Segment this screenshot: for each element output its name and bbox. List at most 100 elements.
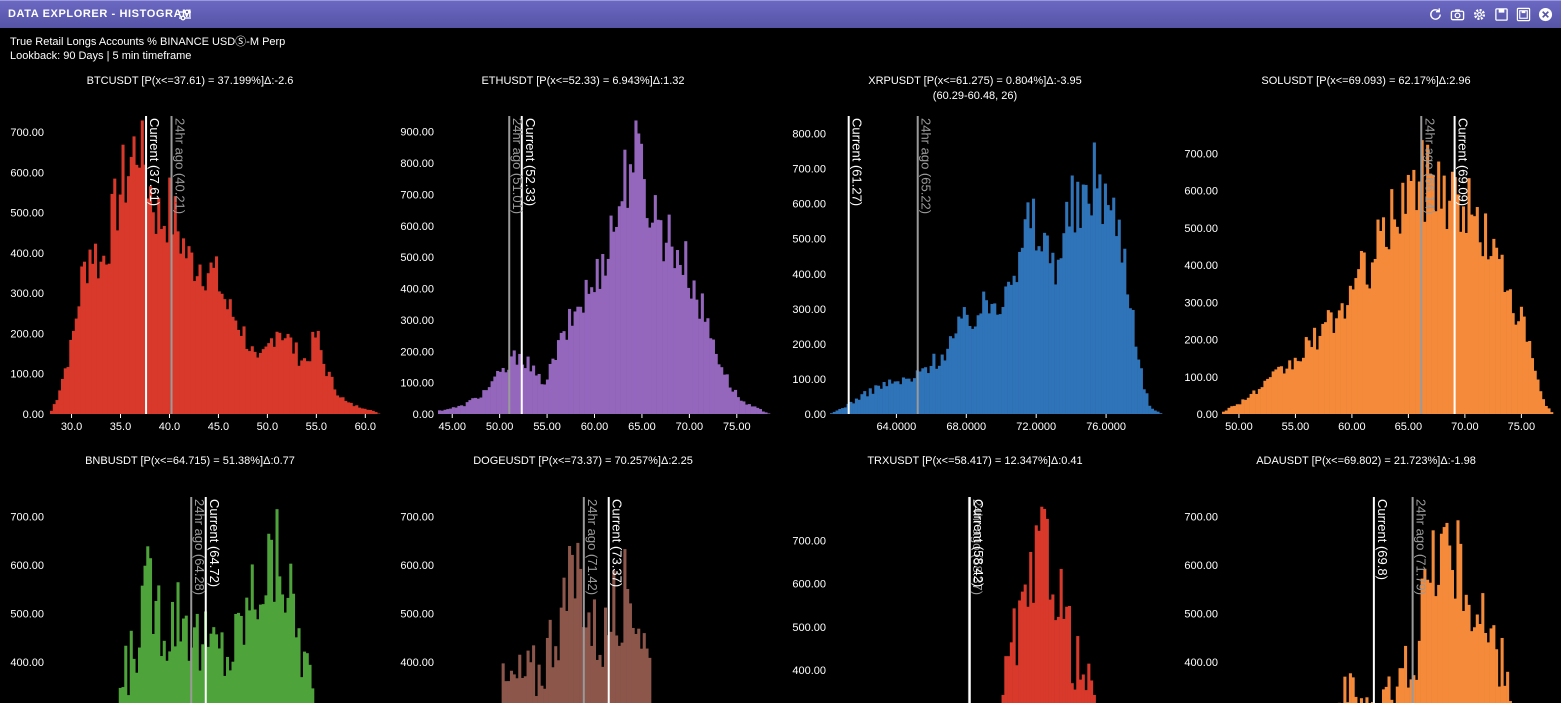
histogram-bar (1009, 284, 1013, 414)
histogram-bar (642, 633, 646, 703)
histogram-bar (634, 120, 638, 414)
histogram-bar (910, 381, 914, 414)
gear-icon[interactable] (1472, 7, 1487, 22)
histogram-bar (1076, 636, 1080, 703)
histogram-bar (667, 214, 671, 414)
histogram-bar (1043, 508, 1047, 703)
histogram-bar (1401, 182, 1405, 414)
histogram-bar (1500, 254, 1504, 414)
chart-title: BNBUSDT [P(x<=64.715) = 51.38%]Δ:0.77 (85, 455, 295, 467)
save-all-icon[interactable] (1516, 7, 1531, 22)
histogram-bar (617, 206, 621, 414)
histogram-bar (885, 386, 889, 414)
histogram-bar (515, 364, 519, 414)
histogram-bar (1484, 213, 1488, 414)
x-tick-label: 72.0000 (1016, 421, 1056, 433)
histogram-bar (761, 411, 765, 414)
current-value-label: Current (73.37) (610, 499, 625, 587)
x-tick-label: 30.0 (61, 421, 82, 433)
histogram-bar (105, 264, 109, 414)
histogram-bar (642, 179, 646, 414)
histogram-bar (1478, 242, 1482, 414)
histogram-bar (157, 197, 161, 414)
y-tick-label: 0.00 (805, 409, 826, 421)
histogram-bar (946, 348, 950, 414)
histogram-bar (446, 409, 450, 414)
histogram-bar (1230, 406, 1234, 414)
close-icon[interactable] (1538, 7, 1553, 22)
histogram-bar (168, 177, 172, 414)
histogram-bar (984, 300, 988, 414)
histogram-bar (1241, 399, 1245, 414)
histogram-bar (1379, 230, 1383, 414)
histogram-bar (742, 401, 746, 414)
histogram-bar (201, 286, 205, 414)
histogram-bar (1244, 399, 1248, 414)
histogram-bar (750, 406, 754, 414)
histogram-bar (556, 660, 561, 703)
ago-24hr-label: 24hr ago (71.42) (585, 499, 600, 595)
histogram-bar (1495, 649, 1499, 703)
histogram-bar (1310, 347, 1314, 414)
camera-icon[interactable] (1450, 7, 1465, 22)
lookback-description: Lookback: 90 Days | 5 min timeframe (10, 50, 192, 62)
histogram-bar (1445, 229, 1449, 414)
histogram-bar (1095, 188, 1099, 414)
histogram-bar (1514, 324, 1518, 414)
histogram-bar (849, 401, 853, 414)
histogram-bar (443, 409, 447, 414)
histogram-bar (1257, 389, 1261, 414)
histogram-bar (628, 603, 632, 703)
histogram-bar (512, 350, 516, 414)
histogram-bar (160, 656, 164, 703)
histogram-bar (921, 368, 925, 414)
histogram-bar (278, 332, 282, 414)
histogram-bar (595, 659, 599, 703)
histogram-bar (1434, 211, 1438, 414)
refresh-icon[interactable] (1428, 7, 1443, 22)
histogram-bar (1365, 697, 1369, 703)
histogram-bar (1062, 233, 1066, 414)
histogram-bar (592, 292, 596, 414)
histogram-bar (1409, 679, 1413, 703)
histogram-bar (1255, 393, 1259, 414)
histogram-bar (1439, 533, 1443, 703)
histogram-bar (639, 143, 644, 415)
histogram-bar (1384, 686, 1388, 703)
histogram-bar (651, 222, 655, 414)
histogram-bar (1470, 631, 1474, 703)
histogram-bar (1357, 269, 1361, 414)
y-tick-label: 600.00 (400, 221, 434, 233)
chart-title: ADAUSDT [P(x<=69.802) = 21.723%]Δ:-1.98 (1256, 455, 1476, 467)
histogram-bar (487, 387, 491, 414)
histogram-bar (709, 338, 713, 414)
histogram-bar (66, 367, 70, 414)
histogram-bar (1018, 251, 1022, 414)
histogram-bar (518, 654, 522, 703)
histogram-bar (734, 389, 738, 414)
histogram-bar (325, 376, 329, 414)
histogram-bar (1159, 413, 1163, 414)
histogram-bar (1390, 699, 1394, 703)
x-tick-label: 65.00 (628, 421, 656, 433)
histogram-bar (1081, 184, 1085, 414)
x-tick-label: 75.00 (723, 421, 751, 433)
histogram-bar (226, 656, 230, 703)
sliders-icon[interactable] (178, 8, 192, 22)
histogram-bar (349, 402, 353, 414)
histogram-bar (272, 601, 276, 703)
histogram-bar (234, 613, 238, 703)
ago-24hr-label: 24hr ago (66.14) (1422, 118, 1437, 214)
histogram-bar (83, 261, 87, 414)
histogram-bar (319, 350, 323, 414)
histogram-bar (526, 650, 530, 703)
histogram-bar (687, 287, 691, 414)
histogram-bar (1224, 410, 1228, 414)
histogram-bar (1031, 602, 1036, 703)
save-icon[interactable] (1494, 7, 1509, 22)
histogram-bar (639, 648, 644, 703)
histogram-bar (1506, 671, 1510, 703)
histogram-bar (568, 545, 572, 703)
histogram-bar (289, 563, 293, 703)
histogram-bar (1296, 361, 1300, 414)
